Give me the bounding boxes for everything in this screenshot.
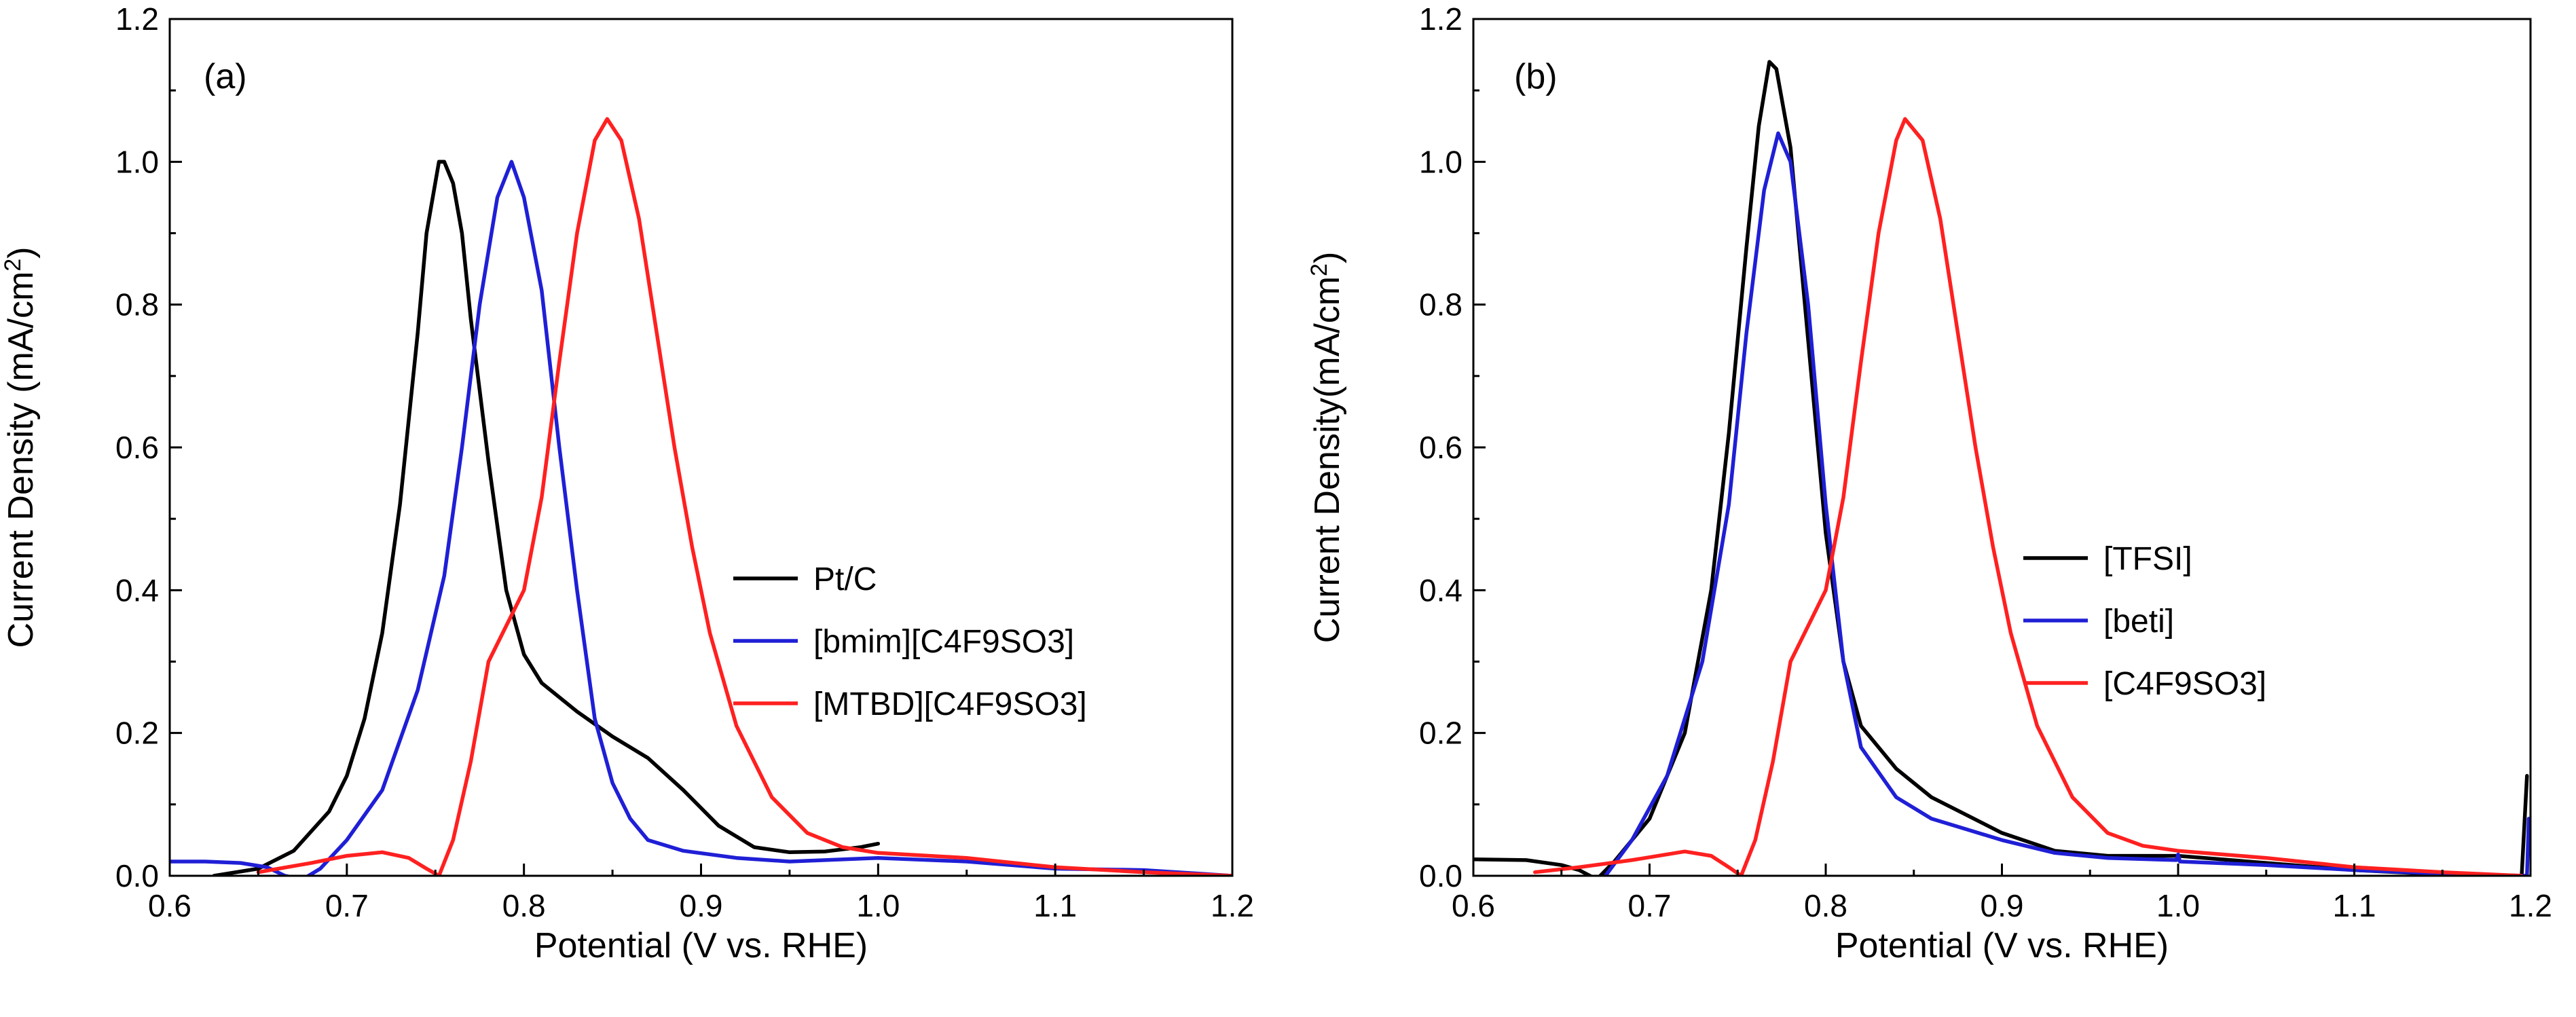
x-tick-label-b-3: 0.9 (1981, 888, 2024, 923)
series-line-b-1 (1473, 60, 2529, 876)
y-tick-label-a-1: 0.2 (115, 716, 159, 751)
chart-panel-b: 0.6 0.7 0.8 0.9 1.0 1.1 1.2 0.0 0.2 0.4 0.6 0.8 1.0 1… (1306, 1, 2552, 965)
x-tick-label-a-3: 0.9 (680, 888, 723, 923)
x-tick-label-a-5: 1.1 (1033, 888, 1077, 923)
y-tick-label-a-3: 0.6 (115, 430, 159, 465)
y-tick-label-b-3: 0.6 (1419, 430, 1462, 465)
x-axis-title-b: Potential (V vs. RHE) (1835, 926, 2169, 965)
x-tick-label-b-5: 1.1 (2333, 888, 2376, 923)
y-axis-title-sup-a: 2 (0, 259, 26, 272)
series-line-b-2 (1603, 131, 2531, 876)
panel-label-b: (b) (1514, 57, 1558, 96)
x-tick-label-b-0: 0.6 (1452, 888, 1495, 923)
legend-label-b-2: [beti] (2103, 604, 2174, 640)
chart-panel-a: 0.6 0.7 0.8 0.9 1.0 1.1 1.2 0.0 0.2 0.4 0.6 0.8 1.0 1… (0, 1, 1254, 965)
y-tick-label-a-2: 0.4 (115, 572, 159, 608)
y-tick-label-b-1: 0.2 (1419, 716, 1462, 751)
y-tick-label-b-4: 0.8 (1419, 287, 1462, 322)
legend-b: [TFSI] [beti] [C4F9SO3] (2023, 541, 2266, 702)
x-tick-label-a-1: 0.7 (325, 888, 369, 923)
y-tick-label-b-6: 1.2 (1419, 1, 1462, 37)
series-line-a-2 (170, 160, 1232, 876)
legend-label-a-3: [MTBD][C4F9SO3] (813, 686, 1087, 722)
y-axis-title-end-a: ) (1, 246, 41, 258)
legend-label-b-1: [TFSI] (2103, 541, 2192, 577)
y-axis-title-main-b: Current Density(mA/cm (1308, 276, 1347, 643)
y-axis-title-b: Current Density(mA/cm2) (1306, 252, 1347, 644)
x-tick-label-b-4: 1.0 (2156, 888, 2200, 923)
x-tick-label-b-1: 0.7 (1628, 888, 1672, 923)
panel-label-a: (a) (204, 57, 247, 96)
y-axis-title-main-a: Current Density (mA/cm (1, 272, 41, 648)
x-axis-title-a: Potential (V vs. RHE) (534, 926, 868, 965)
y-tick-label-b-0: 0.0 (1419, 858, 1462, 893)
legend-label-b-3: [C4F9SO3] (2103, 666, 2266, 702)
y-axis-title-sup-b: 2 (1306, 263, 1332, 276)
legend-a: Pt/C [bmim][C4F9SO3] [MTBD][C4F9SO3] (733, 561, 1087, 722)
series-line-a-3 (256, 117, 1232, 876)
x-tick-label-b-2: 0.8 (1804, 888, 1847, 923)
series-line-a-1 (212, 160, 881, 876)
x-tick-label-a-4: 1.0 (856, 888, 900, 923)
y-tick-label-b-2: 0.4 (1419, 572, 1462, 608)
x-tick-label-a-6: 1.2 (1211, 888, 1254, 923)
legend-label-a-1: Pt/C (813, 561, 877, 597)
y-tick-label-b-5: 1.0 (1419, 144, 1462, 179)
plot-frame-a (168, 18, 1234, 877)
y-tick-label-a-5: 1.0 (115, 144, 159, 179)
y-tick-label-a-4: 0.8 (115, 287, 159, 322)
x-tick-label-a-0: 0.6 (148, 888, 191, 923)
y-axis-title-a: Current Density (mA/cm2) (0, 246, 41, 648)
y-tick-label-a-6: 1.2 (115, 1, 159, 37)
x-tick-label-b-6: 1.2 (2509, 888, 2552, 923)
legend-label-a-2: [bmim][C4F9SO3] (813, 624, 1074, 660)
y-tick-label-a-0: 0.0 (115, 858, 159, 893)
plot-frame-b (1472, 18, 2532, 877)
y-axis-title-end-b: ) (1308, 252, 1347, 263)
series-line-b-3 (1533, 117, 2524, 876)
x-tick-label-a-2: 0.8 (502, 888, 546, 923)
